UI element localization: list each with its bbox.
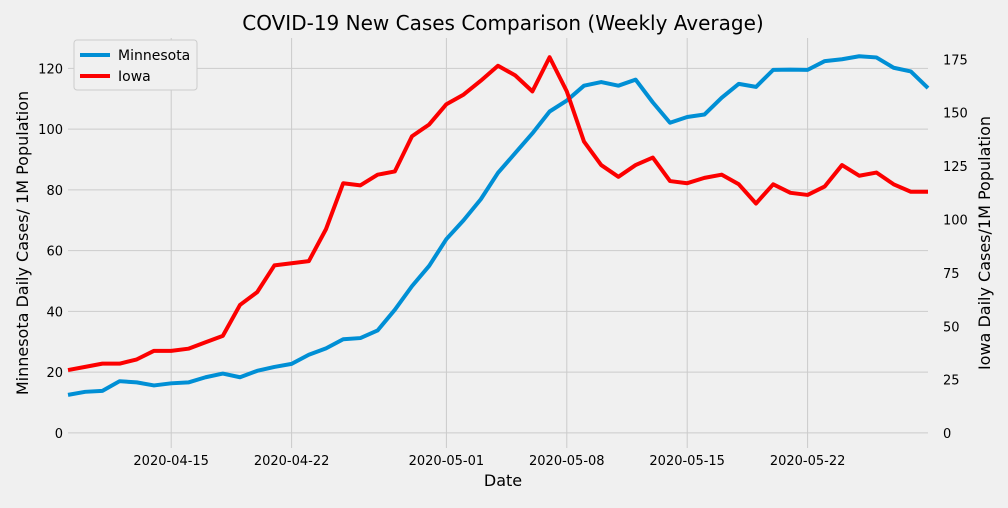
series-line-minnesota	[67, 54, 930, 397]
y-tick-label-left: 60	[46, 245, 63, 260]
y-tick-label-left: 40	[46, 305, 63, 320]
y-tick-label-right: 150	[943, 107, 968, 122]
legend-label-minnesota: Minnesota	[118, 48, 190, 64]
x-tick-label: 2020-05-15	[649, 454, 725, 469]
series-layer	[67, 54, 930, 397]
y-tick-label-right: 125	[943, 160, 968, 175]
legend-label-iowa: Iowa	[118, 69, 151, 85]
legend: Minnesota Iowa	[73, 39, 198, 91]
x-tick-label: 2020-04-22	[254, 454, 330, 469]
y-tick-label-left: 100	[38, 123, 63, 138]
y-tick-label-left: 20	[46, 366, 63, 381]
y-tick-label-right: 25	[943, 374, 960, 389]
series-line-iowa	[67, 55, 928, 373]
plot-area	[68, 38, 928, 448]
axis-layer: 2020-04-15 2020-04-22 2020-05-01 2020-05-08…	[38, 53, 968, 469]
x-tick-label: 2020-05-01	[409, 454, 485, 469]
y-tick-label-left: 0	[55, 427, 63, 442]
y-tick-label-right: 100	[943, 214, 968, 229]
y-tick-label-left: 80	[46, 184, 63, 199]
y-tick-label-left: 120	[38, 62, 63, 77]
x-tick-label: 2020-05-22	[770, 454, 846, 469]
x-tick-label: 2020-04-15	[133, 454, 209, 469]
y-axis-label-left: Minnesota Daily Cases/ 1M Population	[13, 91, 32, 395]
x-tick-label: 2020-05-08	[529, 454, 605, 469]
y-tick-label-right: 175	[943, 53, 968, 68]
y-tick-label-right: 50	[943, 320, 960, 335]
y-axis-label-right: Iowa Daily Cases/1M Population	[975, 116, 994, 370]
y-tick-label-right: 0	[943, 427, 951, 442]
grid-layer	[68, 38, 928, 448]
y-tick-label-right: 75	[943, 267, 960, 282]
x-axis-label: Date	[484, 471, 522, 490]
chart-title: COVID-19 New Cases Comparison (Weekly Av…	[242, 11, 763, 35]
